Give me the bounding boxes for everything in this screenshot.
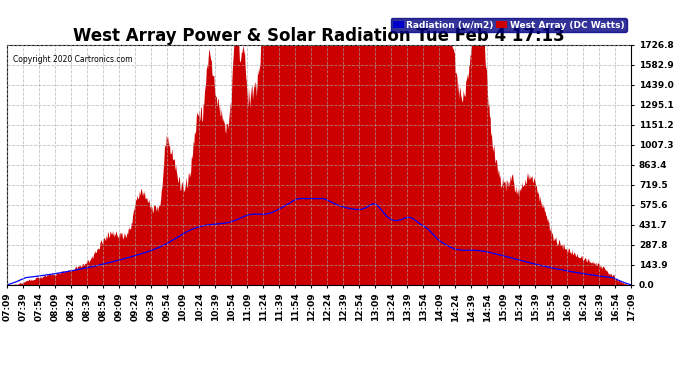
Legend: Radiation (w/m2), West Array (DC Watts): Radiation (w/m2), West Array (DC Watts) (391, 18, 627, 32)
Title: West Array Power & Solar Radiation Tue Feb 4 17:13: West Array Power & Solar Radiation Tue F… (73, 27, 565, 45)
Text: Copyright 2020 Cartronics.com: Copyright 2020 Cartronics.com (13, 55, 132, 64)
